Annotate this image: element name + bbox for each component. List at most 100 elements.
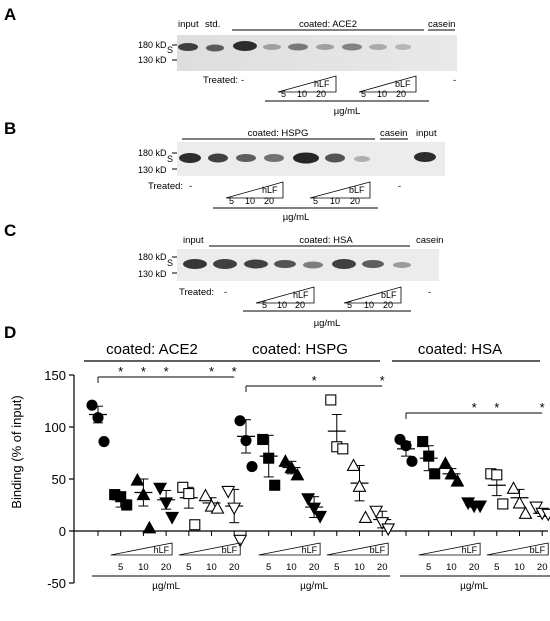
marker-s-a: S: [167, 45, 173, 55]
concentration-label: 10: [206, 562, 217, 573]
data-point: [183, 488, 195, 500]
svg-text:coated: HSPG: coated: HSPG: [248, 128, 309, 139]
data-point: [417, 436, 429, 448]
svg-text:10: 10: [245, 196, 255, 206]
blf-label: bLF: [370, 545, 386, 555]
data-point: [429, 468, 441, 480]
data-point: [406, 455, 418, 467]
significance-star: *: [118, 364, 123, 379]
data-point: [497, 498, 509, 510]
data-point: [269, 479, 281, 491]
data-point: [358, 510, 373, 524]
svg-text:bLF: bLF: [381, 290, 397, 300]
concentration-label: 5: [426, 562, 431, 573]
significance-star: *: [312, 373, 317, 388]
data-point: [325, 394, 337, 406]
data-point: [198, 488, 213, 502]
panel-b-letter: B: [4, 119, 16, 138]
svg-text:10: 10: [297, 89, 307, 99]
treated-label-a: Treated:: [203, 75, 238, 86]
svg-text:180 kD: 180 kD: [138, 252, 167, 262]
concentration-label: 5: [494, 562, 499, 573]
data-point: [189, 519, 201, 531]
svg-text:coated: HSA: coated: HSA: [299, 235, 353, 246]
panel-a: A input std. coated: ACE2 casein 180 kD …: [4, 5, 457, 117]
concentration-label: 20: [161, 562, 172, 573]
concentration-label: 10: [138, 562, 149, 573]
blot-a: [177, 35, 457, 71]
unit-label: µg/mL: [152, 581, 180, 592]
significance-star: *: [209, 364, 214, 379]
data-point: [136, 487, 151, 501]
hlf-label: hLF: [462, 545, 478, 555]
svg-text:20: 20: [350, 196, 360, 206]
panel-c: C input coated: HSA casein 180 kD S 130 …: [4, 221, 443, 329]
unit-label: µg/mL: [300, 581, 328, 592]
blf-label: bLF: [222, 545, 238, 555]
panel-d: D Binding (% of input) 150 100 50 0 -50 coate…: [4, 323, 550, 592]
blf-label: bLF: [530, 545, 546, 555]
data-point: [541, 508, 550, 522]
blf-wedge: [326, 542, 389, 556]
concentration-label: 5: [186, 562, 191, 573]
data-point: [506, 481, 521, 494]
group-title: coated: ACE2: [106, 341, 198, 358]
panel-a-letter: A: [4, 5, 16, 24]
concentration-label: 10: [514, 562, 525, 573]
data-point: [346, 458, 361, 472]
svg-text:-: -: [224, 287, 227, 298]
svg-text:hLF: hLF: [293, 290, 309, 300]
panel-c-letter: C: [4, 221, 16, 240]
svg-text:5: 5: [281, 89, 286, 99]
concentration-label: 20: [537, 562, 548, 573]
data-point: [86, 399, 98, 411]
data-point: [142, 520, 157, 534]
data-point: [234, 415, 246, 427]
data-point: [301, 493, 316, 506]
svg-text:casein: casein: [416, 235, 443, 246]
svg-text:S: S: [167, 258, 173, 268]
y-tick-label: 0: [59, 524, 66, 539]
svg-text:-: -: [189, 181, 192, 192]
svg-text:µg/mL: µg/mL: [314, 318, 341, 329]
significance-star: *: [141, 364, 146, 379]
svg-text:5: 5: [229, 196, 234, 206]
data-point: [246, 460, 258, 473]
significance-star: *: [232, 364, 237, 379]
svg-text:input: input: [183, 235, 204, 246]
data-point: [400, 440, 412, 452]
data-point: [381, 523, 396, 537]
hlf-label: hLF: [154, 545, 170, 555]
svg-text:bLF: bLF: [395, 79, 411, 89]
concentration-label: 10: [354, 562, 365, 573]
data-point: [369, 505, 384, 519]
concentration-label: 5: [266, 562, 271, 573]
hlf-wedge: [258, 542, 321, 556]
panel-d-letter: D: [4, 323, 16, 342]
data-point: [307, 502, 322, 516]
svg-text:hLF: hLF: [262, 185, 278, 195]
svg-text:-: -: [241, 75, 244, 86]
data-point: [177, 481, 189, 493]
data-point: [153, 482, 168, 496]
svg-text:hLF: hLF: [314, 79, 330, 89]
svg-text:10: 10: [277, 300, 287, 310]
data-point: [491, 469, 503, 481]
data-point: [352, 479, 367, 492]
concentration-label: 20: [229, 562, 240, 573]
svg-text:20: 20: [295, 300, 305, 310]
data-point: [512, 495, 527, 509]
data-point: [473, 500, 488, 514]
data-point: [444, 466, 459, 480]
significance-star: *: [380, 373, 385, 388]
data-point: [98, 436, 110, 448]
data-point: [159, 497, 174, 511]
group-title: coated: HSPG: [252, 341, 348, 358]
data-point: [257, 433, 269, 446]
hlf-wedge: [110, 542, 173, 556]
svg-text:20: 20: [383, 300, 393, 310]
data-point: [92, 412, 104, 424]
svg-text:µg/mL: µg/mL: [283, 212, 310, 223]
data-point: [375, 517, 390, 530]
coated-ace2-label: coated: ACE2: [299, 19, 357, 30]
